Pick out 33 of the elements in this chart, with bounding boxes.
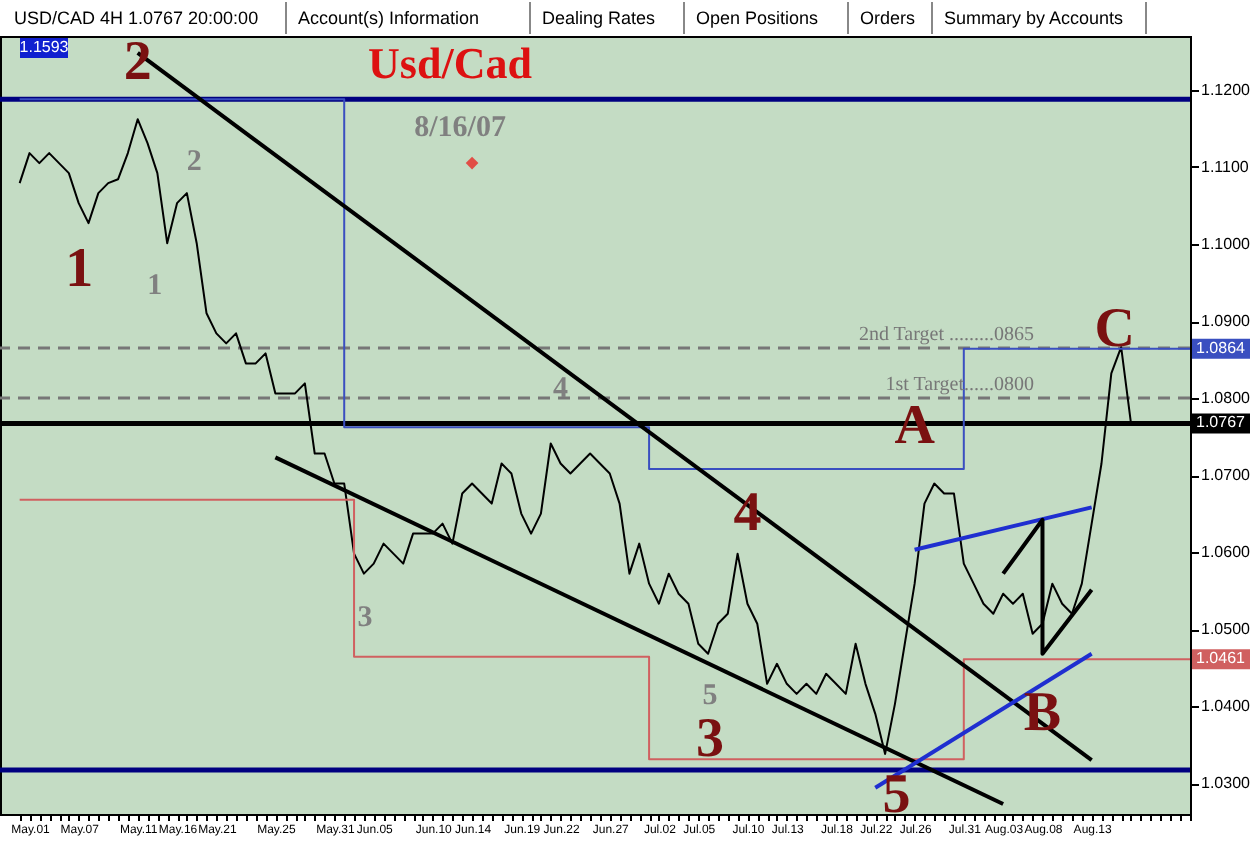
y-tick-label: 1.0500 — [1201, 620, 1250, 639]
annotation: 1 — [65, 238, 94, 300]
ref-line-label: 1.0767 — [1196, 413, 1247, 432]
y-tick-label: 1.0700 — [1201, 466, 1250, 485]
annotation: 4 — [553, 373, 570, 406]
y-tick-label: 1.1200 — [1201, 80, 1250, 99]
annotation: 5 — [702, 680, 718, 712]
annotation: 3 — [696, 708, 725, 770]
text: Orders — [860, 8, 917, 28]
chart-title: Usd/Cad — [368, 38, 532, 88]
y-tick-label: 1.1000 — [1201, 234, 1250, 253]
annotation: 2 — [123, 30, 152, 93]
annotation: 1 — [147, 270, 163, 302]
text: Summary by Accounts — [944, 8, 1125, 28]
annotation: 1.1593 — [19, 38, 70, 56]
data-label: 1.0461 — [1196, 649, 1247, 668]
ref-line-label: 2nd Target .........0865 — [858, 323, 1034, 346]
annotation: 5 — [882, 764, 911, 826]
y-tick-label: 1.0800 — [1201, 389, 1250, 408]
y-tick-label: 1.0400 — [1201, 697, 1250, 716]
data-label: 1.0864 — [1196, 338, 1247, 357]
y-tick-label: 1.0900 — [1201, 312, 1250, 331]
text: Dealing Rates — [542, 8, 657, 28]
annotation: 2 — [186, 146, 202, 178]
annotation: 3 — [357, 602, 373, 634]
text: USD/CAD 4H 1.0767 20:00:00 — [14, 8, 259, 28]
y-tick-label: 1.0300 — [1201, 774, 1250, 793]
text: Account(s) Information — [298, 8, 480, 28]
annotation: 8/16/07 — [414, 112, 507, 144]
y-tick-label: 1.0600 — [1201, 543, 1250, 562]
annotation: C — [1094, 298, 1135, 360]
text: Open Positions — [696, 8, 820, 28]
y-tick-label: 1.1100 — [1201, 157, 1250, 176]
